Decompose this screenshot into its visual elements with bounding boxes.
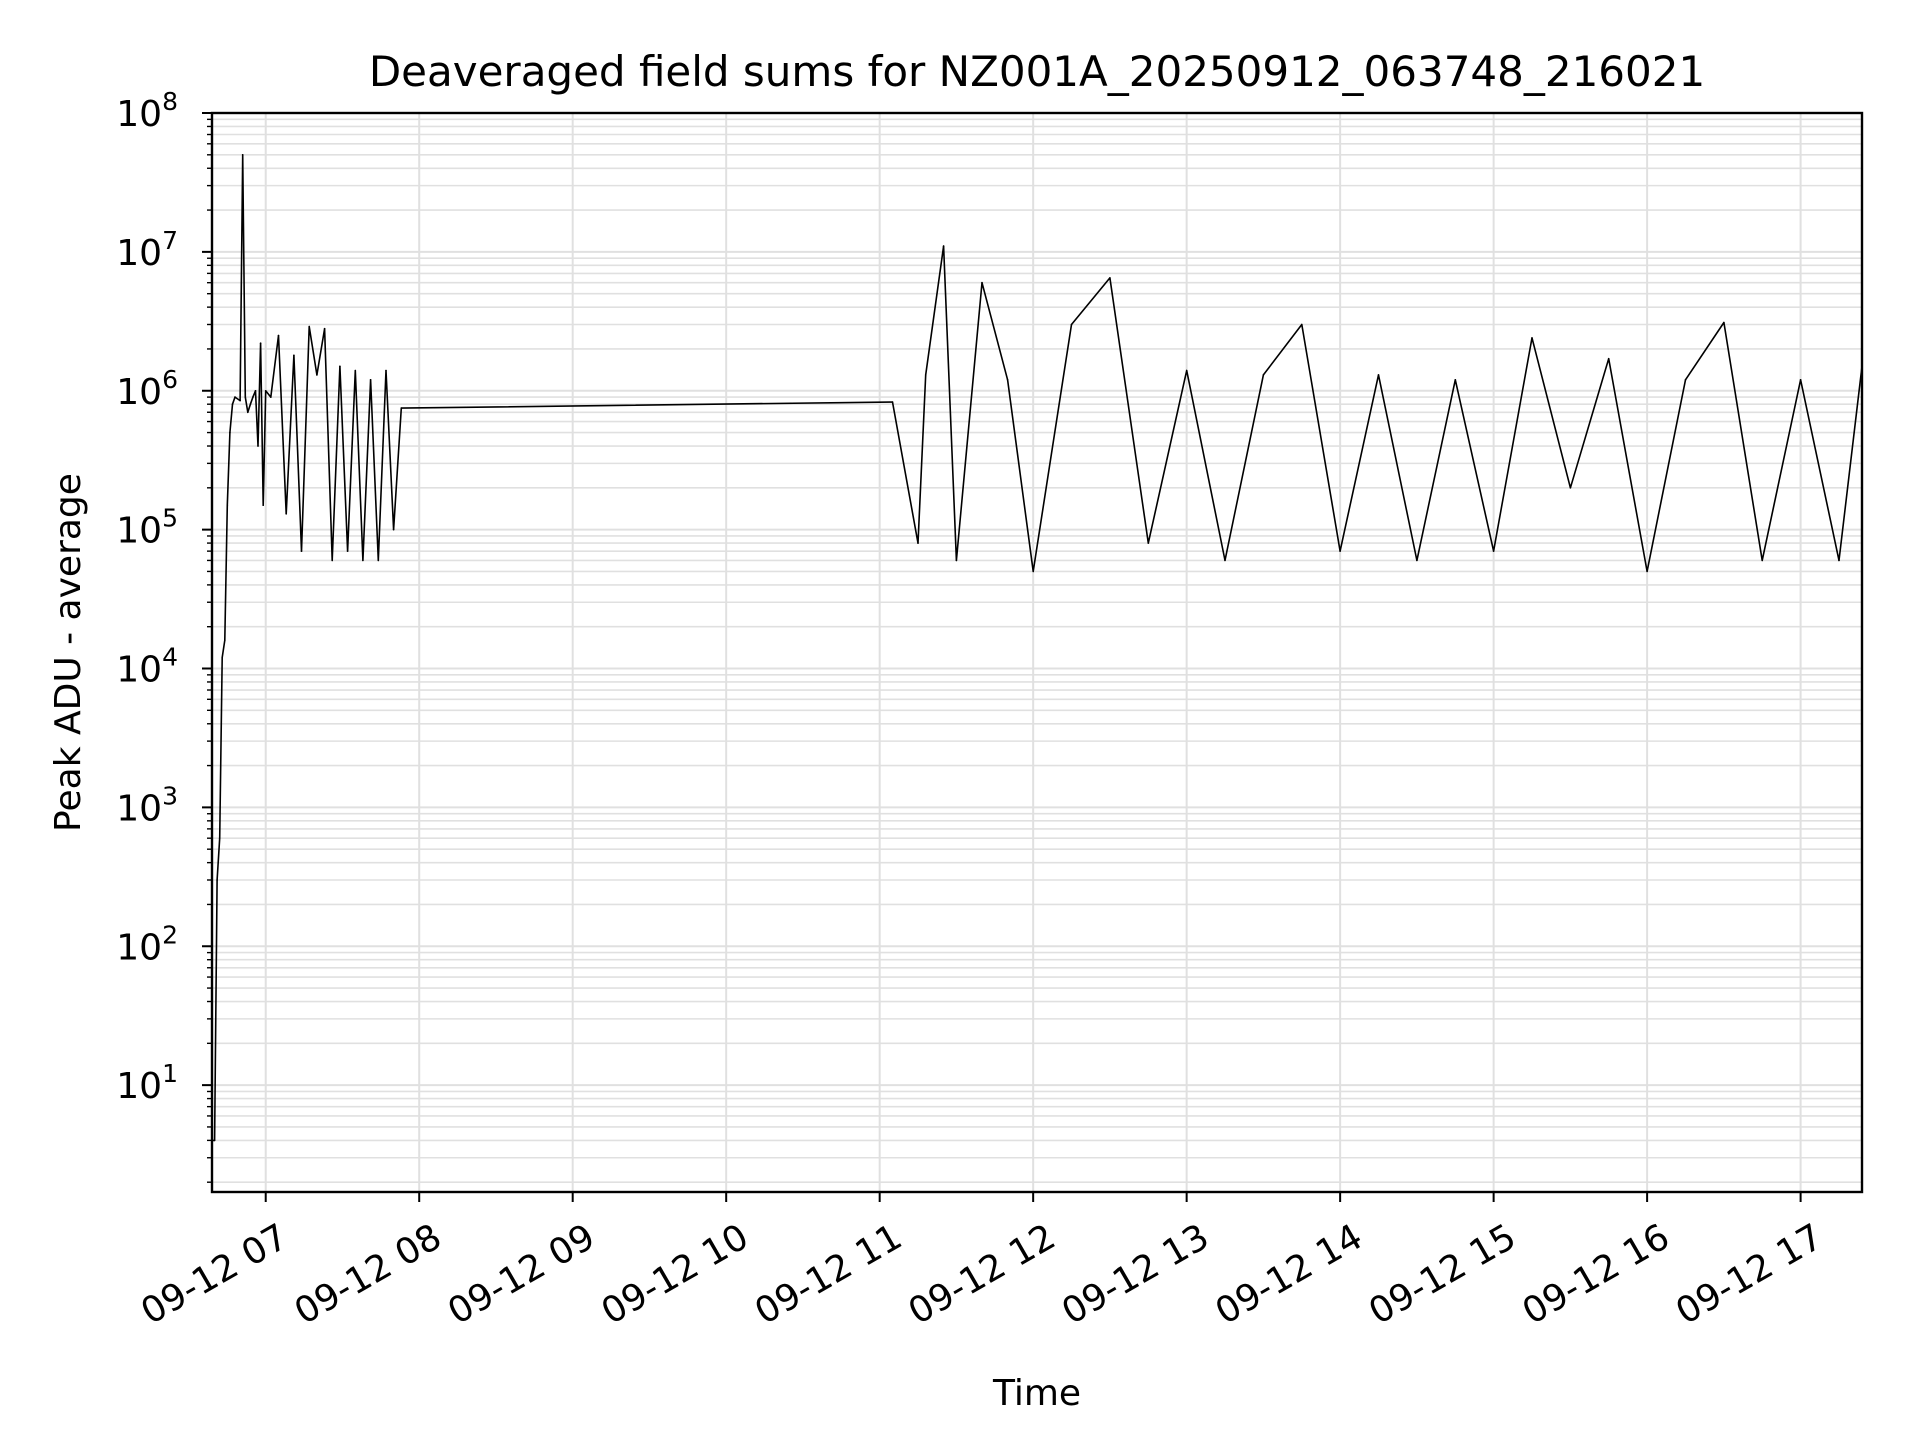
- data-point: [1032, 570, 1034, 573]
- data-point: [234, 396, 236, 398]
- data-point: [1301, 323, 1303, 326]
- y-tick-label-exponent: 1: [162, 1059, 178, 1088]
- y-tick-label: 103: [116, 781, 178, 829]
- data-point: [231, 403, 234, 406]
- data-point: [1684, 379, 1687, 381]
- data-point: [308, 325, 311, 328]
- data-point: [385, 369, 387, 372]
- data-point: [362, 559, 364, 562]
- y-axis-label: Peak ADU - average: [48, 473, 89, 832]
- data-point: [254, 390, 257, 392]
- y-tick-label-base: 10: [116, 1066, 162, 1107]
- data-point: [1262, 374, 1265, 376]
- data-point: [285, 513, 288, 515]
- y-tick-label-exponent: 3: [162, 781, 178, 810]
- data-point: [224, 639, 226, 641]
- data-point: [917, 542, 919, 544]
- data-point: [218, 837, 221, 839]
- data-point: [270, 396, 272, 398]
- data-point: [981, 281, 983, 284]
- data-point: [262, 504, 265, 507]
- data-point: [1646, 570, 1648, 573]
- data-point: [1531, 337, 1533, 339]
- data-point: [264, 390, 267, 392]
- data-point: [1339, 550, 1341, 552]
- y-tick-label-base: 10: [116, 511, 162, 552]
- data-point: [891, 401, 894, 403]
- data-point: [369, 379, 372, 381]
- data-point: [1799, 379, 1802, 381]
- y-tick-label: 102: [116, 920, 178, 968]
- data-point: [924, 374, 927, 376]
- y-tick-label-exponent: 7: [162, 226, 178, 255]
- x-axis-label: Time: [992, 1373, 1081, 1414]
- data-point: [244, 396, 247, 398]
- data-point: [346, 550, 349, 552]
- data-point: [249, 403, 252, 406]
- data-point: [213, 1139, 216, 1142]
- y-tick-label: 106: [116, 365, 178, 413]
- data-point: [1761, 559, 1763, 562]
- chart-title: Deaveraged field sums for NZ001A_2025091…: [369, 47, 1705, 96]
- y-tick-label-base: 10: [116, 372, 162, 413]
- y-tick-label-exponent: 2: [162, 920, 178, 949]
- data-point: [257, 445, 259, 447]
- data-point: [339, 365, 341, 368]
- data-point: [354, 369, 357, 372]
- data-point: [1070, 323, 1073, 326]
- data-point: [1416, 559, 1418, 562]
- data-point: [241, 154, 244, 156]
- data-point: [300, 550, 303, 552]
- data-point: [229, 431, 231, 434]
- data-point: [252, 396, 254, 398]
- y-tick-label: 105: [116, 504, 178, 552]
- data-point: [1377, 374, 1380, 376]
- data-point: [1006, 379, 1009, 381]
- data-point: [1109, 277, 1111, 279]
- data-point: [216, 879, 218, 881]
- data-point: [259, 342, 262, 345]
- y-tick-label-exponent: 8: [162, 87, 178, 116]
- data-point: [942, 245, 945, 247]
- data-point: [1185, 369, 1188, 372]
- y-tick-label-exponent: 5: [162, 504, 178, 533]
- data-point: [247, 411, 249, 414]
- data-point: [1492, 550, 1495, 552]
- data-point: [1607, 357, 1610, 360]
- data-point: [392, 528, 395, 531]
- data-point: [277, 334, 280, 337]
- plot-frame: [210, 111, 1864, 1194]
- y-tick-label-base: 10: [116, 927, 162, 968]
- y-tick-label-base: 10: [116, 233, 162, 274]
- y-tick-label: 104: [116, 643, 178, 691]
- y-tick-label-base: 10: [116, 94, 162, 135]
- data-point: [316, 374, 318, 376]
- data-point: [331, 559, 334, 562]
- data-point: [377, 559, 380, 562]
- y-tick-label-base: 10: [116, 650, 162, 691]
- data-point: [1454, 379, 1457, 381]
- data-point: [955, 559, 958, 562]
- data-point: [239, 399, 241, 402]
- data-point: [221, 656, 223, 659]
- y-tick-label: 108: [116, 87, 178, 135]
- y-tick-label: 101: [116, 1059, 178, 1107]
- y-tick-label-exponent: 4: [162, 643, 178, 672]
- grid: [212, 112, 1862, 1192]
- data-point: [1838, 559, 1840, 562]
- data-point: [293, 354, 295, 357]
- data-point: [400, 407, 403, 409]
- data-point: [1569, 487, 1572, 489]
- y-tick-label-base: 10: [116, 788, 162, 829]
- data-point: [1224, 559, 1226, 562]
- data-point: [323, 327, 326, 330]
- data-point: [1723, 321, 1725, 324]
- y-tick-label-exponent: 6: [162, 365, 178, 394]
- y-tick-label: 107: [116, 226, 178, 274]
- data-point: [1147, 542, 1150, 544]
- data-point: [226, 504, 229, 507]
